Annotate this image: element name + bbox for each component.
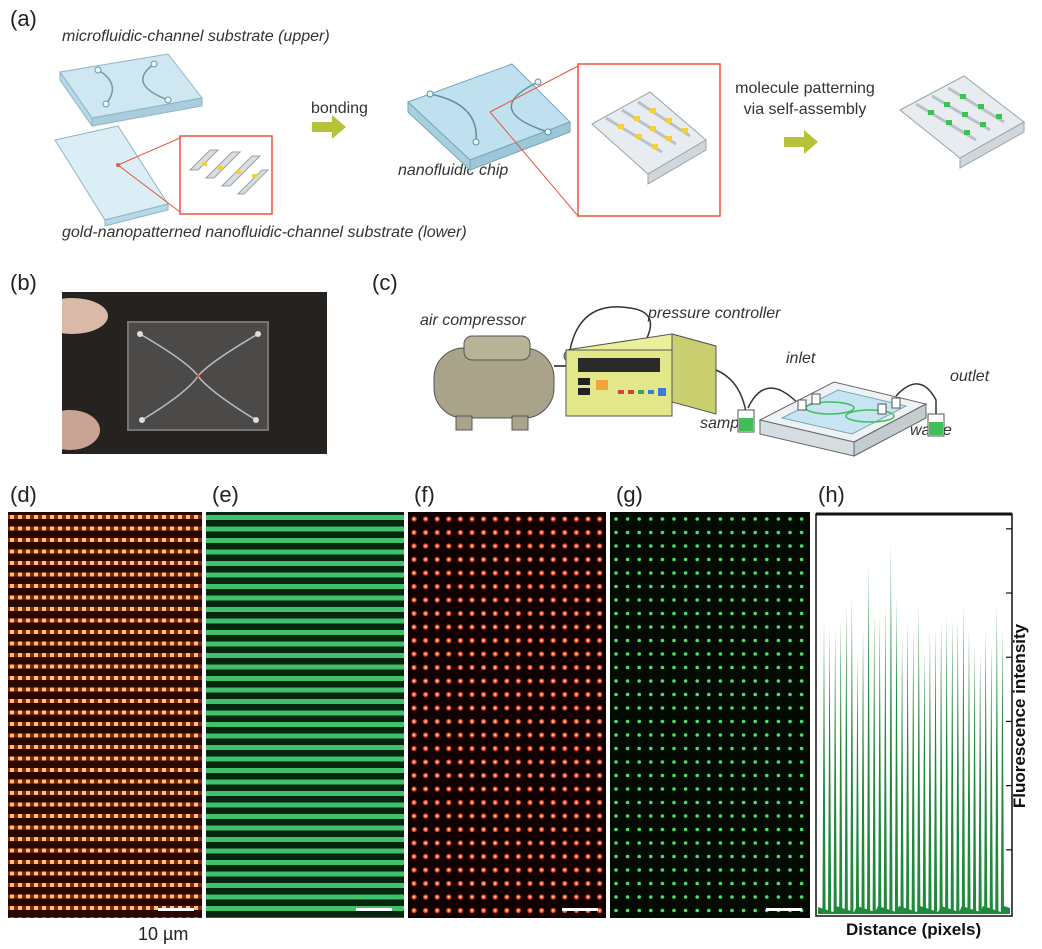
panel-a-schematic xyxy=(54,53,1025,227)
intensity-peak xyxy=(1000,627,1005,914)
intensity-peak xyxy=(878,615,882,914)
intensity-peak xyxy=(850,595,854,914)
panel-label-c: (c) xyxy=(372,270,398,295)
intensity-peak xyxy=(939,619,943,914)
patterning-label-line1: molecule patterning xyxy=(735,80,875,97)
intensity-peak xyxy=(906,619,910,914)
lower-substrate-label: gold-nanopatterned nanofluidic-channel s… xyxy=(62,224,467,241)
panel-label-b: (b) xyxy=(10,270,37,295)
micrograph-d xyxy=(8,512,202,918)
outlet-label: outlet xyxy=(950,368,990,385)
zoom-green-pattern xyxy=(899,75,1025,169)
upper-substrate-label: microfluidic-channel substrate (upper) xyxy=(62,28,330,45)
intensity-peak xyxy=(989,643,993,914)
lower-substrate xyxy=(54,125,273,227)
intensity-peak xyxy=(922,647,926,914)
intensity-peak xyxy=(972,643,977,914)
panel-label-g: (g) xyxy=(616,482,643,507)
intensity-peak xyxy=(900,635,904,914)
intensity-peak xyxy=(867,563,871,914)
chart-series xyxy=(818,543,1010,914)
intensity-peak xyxy=(844,603,848,914)
air-compressor xyxy=(433,335,577,431)
intensity-peak xyxy=(956,619,960,914)
patterning-arrow xyxy=(784,130,818,154)
panel-label-e: (e) xyxy=(212,482,239,507)
scale-bar-g xyxy=(766,908,802,911)
intensity-peak xyxy=(839,619,843,914)
intensity-peak xyxy=(978,651,982,914)
scale-bar-e xyxy=(356,908,392,911)
bonding-arrow xyxy=(312,115,346,139)
chip-holder xyxy=(758,381,928,457)
inlet-label: inlet xyxy=(786,350,816,367)
nanofluidic-chip xyxy=(407,63,579,217)
sample-vial xyxy=(737,409,755,433)
intensity-peak xyxy=(961,603,965,914)
patterning-label-line2: via self-assembly xyxy=(743,101,867,118)
chip-photo xyxy=(62,292,327,454)
intensity-peak xyxy=(889,543,893,914)
panel-label-f: (f) xyxy=(414,482,435,507)
intensity-peak xyxy=(833,627,837,914)
intensity-peak xyxy=(917,603,921,914)
intensity-peak xyxy=(911,627,915,914)
intensity-peak xyxy=(855,651,860,914)
intensity-peak xyxy=(945,615,949,914)
waste-vial xyxy=(927,413,945,437)
intensity-peak xyxy=(967,627,971,914)
intensity-peak xyxy=(861,627,865,914)
intensity-peak xyxy=(883,603,887,914)
intensity-peak xyxy=(928,631,932,914)
x-axis-label: Distance (pixels) xyxy=(846,920,982,939)
intensity-peak xyxy=(995,603,999,914)
panel-label-h: (h) xyxy=(818,482,845,507)
intensity-peak xyxy=(894,595,899,914)
setup-diagram xyxy=(433,306,945,457)
pressure-controller xyxy=(565,333,717,417)
intensity-chart xyxy=(815,512,1013,917)
panel-label-a: (a) xyxy=(10,6,37,31)
panel-label-d: (d) xyxy=(10,482,37,507)
intensity-peak xyxy=(822,619,826,914)
intensity-peak xyxy=(827,627,832,914)
scale-bar-d xyxy=(158,908,194,911)
pressure-controller-label: pressure controller xyxy=(648,305,781,322)
micrograph-f xyxy=(408,512,606,918)
micrograph-e xyxy=(206,512,404,918)
micrograph-g xyxy=(610,512,810,918)
intensity-peak xyxy=(984,627,988,914)
intensity-peak xyxy=(872,611,876,914)
intensity-peak xyxy=(950,619,954,914)
air-compressor-label: air compressor xyxy=(420,312,526,329)
zoom-gold-pattern xyxy=(577,63,721,217)
y-axis-label: Fluorescence intensity xyxy=(1010,623,1029,809)
scale-bar-label: 10 µm xyxy=(138,924,189,944)
intensity-peak xyxy=(933,627,938,914)
chart-ticks xyxy=(1006,528,1012,851)
bonding-label: bonding xyxy=(311,100,368,117)
scale-bar-f xyxy=(562,908,598,911)
upper-substrate xyxy=(59,53,203,128)
